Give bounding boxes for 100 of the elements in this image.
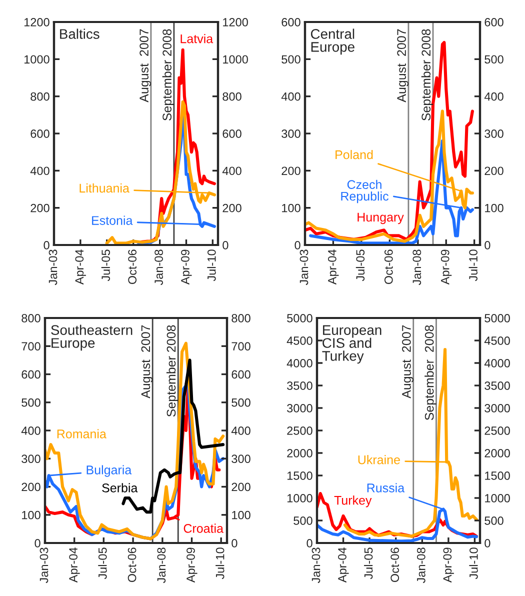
x-tick-label: Apr-09: [440, 250, 452, 285]
x-tick-label: Jan-08: [154, 250, 163, 286]
y-tick-label: 400: [21, 426, 40, 435]
x-tick-label: Apr-09: [181, 250, 192, 285]
y-tick-label: 200: [282, 166, 300, 176]
y-tick-label: 0: [294, 241, 300, 250]
x-tick-label: Oct-06: [384, 250, 393, 284]
x-tick-label: Jul-05: [101, 250, 110, 282]
y2-tick-label: 400: [222, 166, 242, 176]
y-tick-label: 2000: [287, 449, 312, 458]
text: Russia: [367, 483, 405, 492]
x-tick-label: Jul-05: [98, 548, 107, 580]
y-tick-label: 4000: [286, 359, 312, 368]
ref-line-label: August 2007: [140, 29, 151, 102]
y2-tick-label: 300: [232, 454, 250, 464]
y2-tick-label: 400: [231, 426, 250, 435]
y-tick-label: 1200: [24, 18, 50, 26]
x-tick-label: Jan-08: [157, 548, 166, 584]
x-tick-label: Oct-06: [128, 250, 137, 284]
y2-tick-label: 4500: [484, 336, 510, 345]
y-tick-label: 700: [22, 342, 40, 351]
x-tick-label: Oct-06: [128, 548, 136, 582]
y-tick-label: 1000: [287, 494, 312, 502]
y-tick-label: 500: [282, 55, 300, 64]
x-tick-label: Jul-05: [364, 548, 373, 580]
ref-line-label: August 2007: [397, 29, 408, 102]
y-tick-label: 0: [306, 539, 312, 548]
y2-tick-label: 2000: [484, 449, 510, 458]
y2-tick-label: 200: [484, 166, 504, 176]
ref-line-label: August 2007: [402, 325, 414, 398]
y-tick-label: 1500: [287, 472, 312, 480]
y-tick-label: 500: [22, 398, 40, 407]
x-tick-label: Apr-09: [443, 548, 454, 583]
x-tick-label: Jul-10: [216, 548, 224, 580]
y-tick-label: 600: [22, 370, 40, 379]
y2-tick-label: 500: [484, 516, 504, 525]
series-label: Croatia: [184, 524, 224, 533]
x-tick-label: Jul-10: [468, 250, 478, 282]
y2-tick-label: 700: [232, 342, 250, 351]
y2-tick-label: 100: [232, 510, 250, 520]
x-tick-label: Jan-03: [312, 548, 320, 584]
y-tick-label: 800: [30, 92, 50, 101]
ref-line-label: September 2008: [421, 29, 434, 121]
x-tick-label: Apr-04: [338, 548, 349, 583]
y2-tick-label: 4000: [484, 359, 510, 368]
y-tick-label: 1000: [24, 55, 50, 64]
series-label: Romania: [57, 429, 106, 438]
y2-tick-label: 500: [484, 55, 504, 64]
x-tick-label: Oct-06: [390, 548, 400, 582]
x-tick-label: Jan-08: [416, 548, 426, 584]
y2-tick-label: 600: [232, 370, 250, 379]
y-tick-label: 0: [44, 241, 50, 250]
y-tick-label: 5000: [287, 314, 312, 322]
y2-tick-label: 1200: [223, 18, 248, 26]
x-tick-label: Apr-04: [69, 548, 80, 583]
y2-tick-label: 5000: [484, 314, 510, 322]
y2-tick-label: 2500: [484, 426, 510, 435]
y2-tick-label: 500: [232, 398, 250, 407]
y2-tick-label: 1000: [223, 55, 248, 64]
ref-line-label: September 2008: [166, 325, 178, 417]
ref-line-label: September 2008: [162, 29, 174, 121]
y-tick-label: 800: [22, 314, 40, 322]
x-tick-label: Apr-09: [186, 548, 198, 583]
y2-tick-label: 300: [484, 130, 504, 138]
x-tick-label: Jan-03: [48, 250, 58, 286]
x-tick-label: Jan-03: [40, 548, 48, 584]
y2-tick-label: 800: [232, 314, 250, 322]
y2-tick-label: 0: [232, 539, 238, 548]
y2-tick-label: 200: [232, 482, 250, 492]
y-tick-label: 100: [282, 204, 300, 212]
y-tick-label: 2500: [287, 426, 312, 435]
text: Central Europe: [310, 28, 354, 55]
y2-tick-label: 200: [222, 204, 242, 212]
legend-label: Ukraine: [358, 455, 400, 464]
x-tick-label: Apr-04: [328, 250, 339, 285]
y2-tick-label: 100: [485, 204, 504, 212]
y-tick-label: 300: [22, 454, 40, 464]
y-tick-label: 3000: [287, 404, 312, 412]
y-tick-label: 300: [282, 130, 300, 138]
series-label: Latvia: [180, 34, 214, 44]
y-tick-label: 600: [282, 18, 300, 26]
y-tick-label: 400: [30, 166, 50, 176]
y2-tick-label: 0: [484, 241, 490, 250]
chart-title: Baltics: [60, 28, 100, 39]
x-tick-label: Jan-03: [300, 250, 308, 286]
y2-tick-label: 3500: [484, 382, 510, 390]
y2-tick-label: 0: [484, 539, 490, 548]
y2-tick-label: 800: [222, 92, 242, 101]
y-tick-label: 500: [294, 516, 312, 525]
x-tick-label: Jul-10: [207, 250, 216, 282]
x-tick-label: Apr-04: [75, 250, 86, 285]
y-tick-label: 3500: [287, 382, 312, 390]
y2-tick-label: 1500: [485, 472, 510, 480]
y-tick-label: 600: [30, 130, 50, 138]
ref-line-label: August 2007: [141, 325, 153, 398]
text: Poland: [336, 150, 373, 160]
x-tick-label: Jul-05: [356, 250, 365, 282]
y-tick-label: 200: [30, 204, 50, 212]
series-label: Serbia: [102, 483, 138, 492]
y2-tick-label: 0: [222, 241, 228, 250]
